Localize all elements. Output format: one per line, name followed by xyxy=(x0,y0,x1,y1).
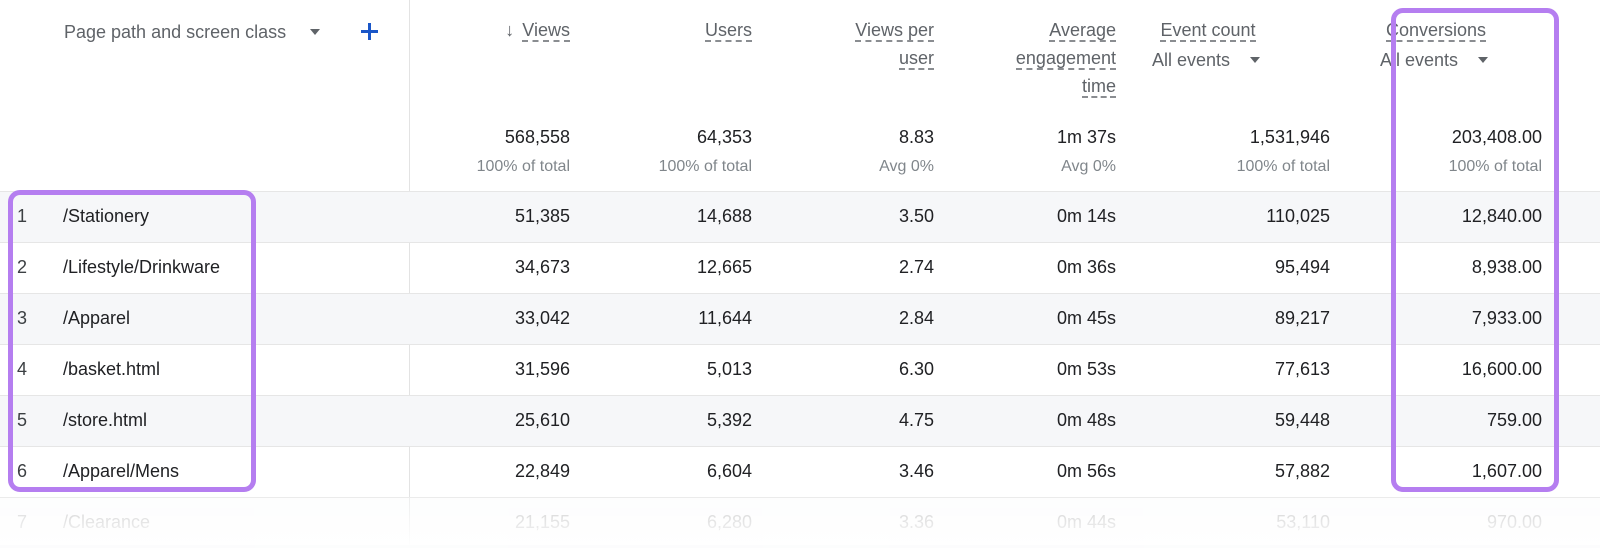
caret-down-icon xyxy=(1478,57,1489,63)
row-divider xyxy=(0,446,1600,447)
row-index: 4 xyxy=(17,359,28,379)
total-views-per-user-avg: Avg 0% xyxy=(879,158,934,175)
row-index: 5 xyxy=(17,410,28,430)
row-event-count: 89,217 xyxy=(1274,308,1330,328)
total-event-count-share: 100% of total xyxy=(1236,158,1330,175)
arrow-down-icon: ↓ xyxy=(505,20,515,40)
row-users: 5,392 xyxy=(706,410,752,430)
total-views-share: 100% of total xyxy=(476,158,570,175)
row-users: 6,604 xyxy=(706,461,752,481)
row-avg-engagement-time: 0m 45s xyxy=(1056,308,1116,328)
event-count-event-selector[interactable]: All events xyxy=(1108,46,1308,74)
row-index: 6 xyxy=(17,461,28,481)
row-views-per-user: 3.50 xyxy=(898,206,934,226)
table-row[interactable]: 2 /Lifestyle/Drinkware 34,673 12,665 2.7… xyxy=(0,243,1600,293)
row-avg-engagement-time: 0m 36s xyxy=(1056,257,1116,277)
row-divider xyxy=(0,293,1600,294)
header-divider xyxy=(0,191,1600,192)
total-event-count: 1,531,946 xyxy=(1249,127,1330,147)
total-views: 568,558 xyxy=(504,127,570,147)
row-views: 25,610 xyxy=(514,410,570,430)
row-index: 1 xyxy=(17,206,28,226)
dimension-label: Page path and screen class xyxy=(64,21,287,42)
column-header-views-per-user[interactable]: Views per user xyxy=(855,20,934,70)
row-conversions: 7,933.00 xyxy=(1471,308,1542,328)
row-conversions: 1,607.00 xyxy=(1471,461,1542,481)
row-users: 11,644 xyxy=(698,308,752,328)
row-event-count: 59,448 xyxy=(1274,410,1330,430)
row-views: 51,385 xyxy=(514,206,570,226)
table-row[interactable]: 1 /Stationery 51,385 14,688 3.50 0m 14s … xyxy=(0,192,1600,242)
column-header-average-engagement-time[interactable]: Average engagement time xyxy=(1015,20,1116,98)
row-views: 31,596 xyxy=(514,359,570,379)
conversions-event-selector[interactable]: All events xyxy=(1336,46,1536,74)
caret-down-icon xyxy=(1250,57,1261,63)
row-users: 12,665 xyxy=(696,257,752,277)
table-row[interactable]: 3 /Apparel 33,042 11,644 2.84 0m 45s 89,… xyxy=(0,294,1600,344)
total-users: 64,353 xyxy=(696,127,752,147)
row-avg-engagement-time: 0m 53s xyxy=(1056,359,1116,379)
dimension-selector[interactable]: Page path and screen class xyxy=(64,19,321,45)
total-conversions-share: 100% of total xyxy=(1448,158,1542,175)
table-row[interactable]: 4 /basket.html 31,596 5,013 6.30 0m 53s … xyxy=(0,345,1600,395)
row-views: 22,849 xyxy=(514,461,570,481)
row-views-per-user: 4.75 xyxy=(898,410,934,430)
row-views-per-user: 6.30 xyxy=(898,359,934,379)
row-views: 33,042 xyxy=(514,308,570,328)
row-page-path[interactable]: /store.html xyxy=(63,410,148,430)
total-avg-engagement-time-avg: Avg 0% xyxy=(1061,158,1116,175)
row-event-count: 77,613 xyxy=(1274,359,1330,379)
table-row[interactable]: 5 /store.html 25,610 5,392 4.75 0m 48s 5… xyxy=(0,396,1600,446)
row-users: 14,688 xyxy=(696,206,752,226)
column-header-views[interactable]: ↓ Views xyxy=(390,16,570,44)
row-page-path[interactable]: /basket.html xyxy=(63,359,161,379)
row-views-per-user: 2.84 xyxy=(898,308,934,328)
column-header-conversions[interactable]: Conversions All events xyxy=(1336,16,1536,74)
caret-down-icon[interactable] xyxy=(310,29,321,35)
row-conversions: 759.00 xyxy=(1486,410,1542,430)
row-conversions: 12,840.00 xyxy=(1461,206,1542,226)
row-avg-engagement-time: 0m 56s xyxy=(1056,461,1116,481)
row-page-path[interactable]: /Lifestyle/Drinkware xyxy=(63,257,221,277)
add-dimension-plus-icon[interactable] xyxy=(358,18,382,44)
row-avg-engagement-time: 0m 14s xyxy=(1056,206,1116,226)
row-views-per-user: 2.74 xyxy=(898,257,934,277)
column-divider xyxy=(409,0,410,545)
row-conversions: 8,938.00 xyxy=(1471,257,1542,277)
row-conversions: 16,600.00 xyxy=(1461,359,1542,379)
row-event-count: 95,494 xyxy=(1274,257,1330,277)
total-users-share: 100% of total xyxy=(658,158,752,175)
row-event-count: 110,025 xyxy=(1266,206,1330,226)
row-divider xyxy=(0,242,1600,243)
total-conversions: 203,408.00 xyxy=(1451,127,1542,147)
row-views-per-user: 3.46 xyxy=(898,461,934,481)
row-views: 34,673 xyxy=(514,257,570,277)
row-users: 5,013 xyxy=(706,359,752,379)
row-event-count: 57,882 xyxy=(1274,461,1330,481)
column-header-event-count[interactable]: Event count All events xyxy=(1108,16,1308,74)
table-row[interactable]: 6 /Apparel/Mens 22,849 6,604 3.46 0m 56s… xyxy=(0,447,1600,497)
row-page-path[interactable]: /Stationery xyxy=(63,206,150,226)
row-divider xyxy=(0,344,1600,345)
total-avg-engagement-time: 1m 37s xyxy=(1056,127,1116,147)
row-index: 3 xyxy=(17,308,28,328)
row-avg-engagement-time: 0m 48s xyxy=(1056,410,1116,430)
total-views-per-user: 8.83 xyxy=(898,127,934,147)
row-page-path[interactable]: /Apparel/Mens xyxy=(63,461,180,481)
column-header-users[interactable]: Users xyxy=(704,20,752,42)
row-index: 2 xyxy=(17,257,28,277)
bottom-fade xyxy=(0,497,1600,545)
row-divider xyxy=(0,395,1600,396)
row-page-path[interactable]: /Apparel xyxy=(63,308,131,328)
